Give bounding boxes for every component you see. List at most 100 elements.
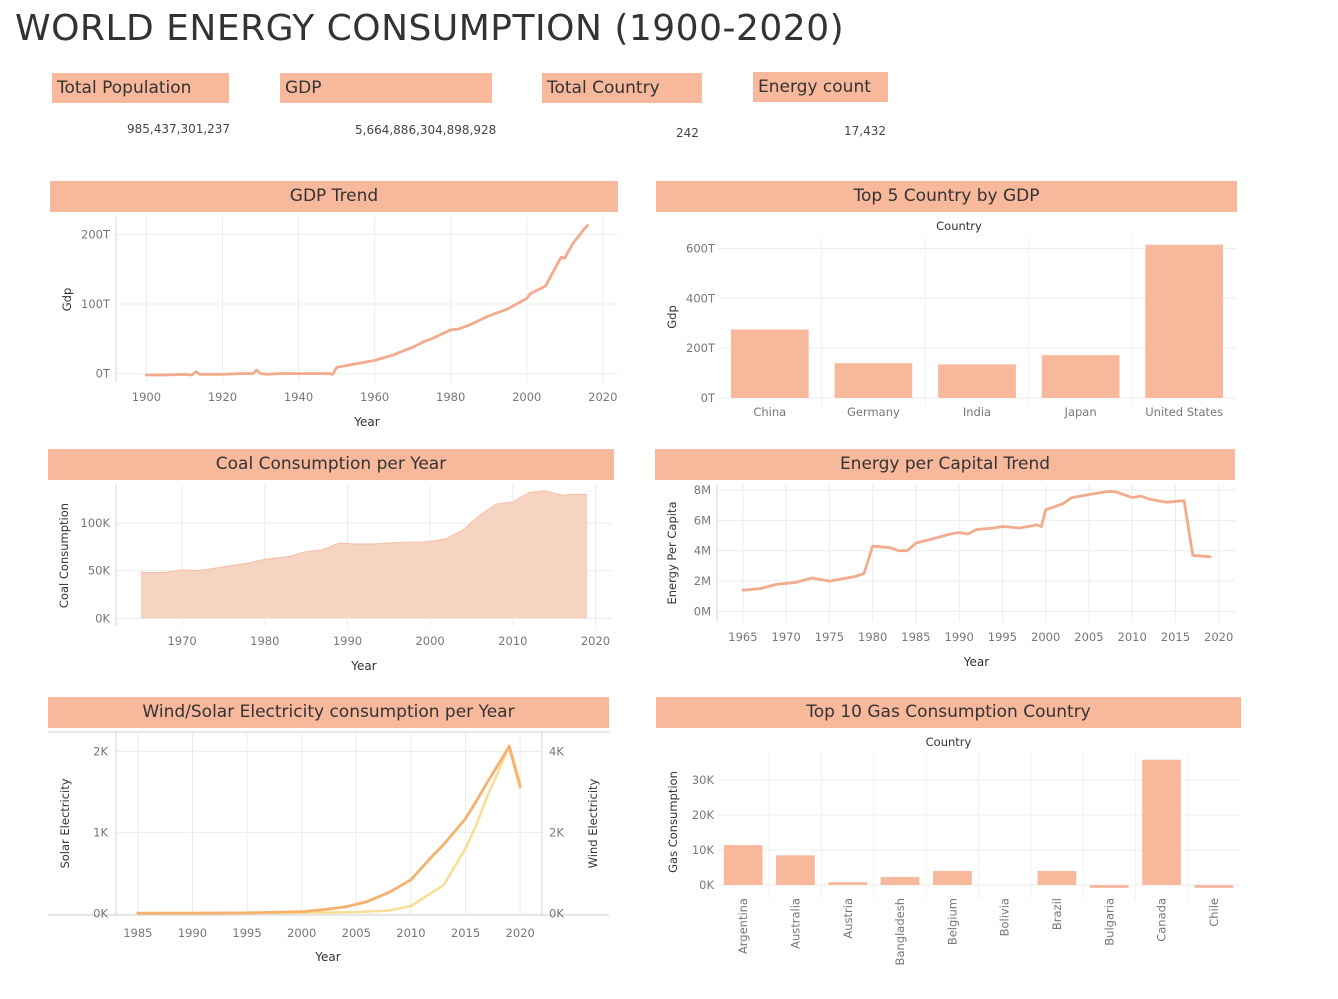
gdp-trend-y-tick-label: 0T [96, 367, 111, 381]
coal-x-tick-label: 1990 [333, 634, 362, 648]
energy-per-capita-y-axis-title: Energy Per Capita [665, 501, 679, 604]
energy-per-capita-x-tick-label: 2010 [1118, 630, 1147, 644]
wind-solar-x-tick-label: 2005 [342, 926, 371, 940]
energy-per-capita-x-tick-label: 1965 [728, 630, 757, 644]
wind-solar-y-tick-label: 0K [93, 906, 108, 920]
top5-gdp-category-label: China [753, 405, 786, 419]
top10-gas-y-tick-label: 20K [692, 808, 715, 822]
coal-y-tick-label: 50K [88, 564, 111, 578]
top5-gdp-bar [834, 363, 913, 398]
energy-per-capita-x-axis-title: Year [963, 655, 989, 669]
wind-solar-y-right-tick-label: 4K [549, 744, 564, 758]
gdp-trend-x-tick-label: 1940 [284, 390, 313, 404]
energy-per-capita-y-tick-label: 8M [694, 483, 711, 497]
wind-solar-y-tick-label: 2K [93, 744, 108, 758]
coal-x-tick-label: 2000 [415, 634, 444, 648]
energy-per-capita-x-tick-label: 2000 [1031, 630, 1060, 644]
top10-gas-y-tick-label: 0K [699, 878, 714, 892]
page-title: WORLD ENERGY CONSUMPTION (1900-2020) [15, 8, 845, 49]
top10-gas-y-axis-title: Gas Consumption [666, 771, 680, 873]
top5-gdp-bar [730, 329, 809, 398]
top10-gas-category-label: Canada [1155, 898, 1169, 942]
energy-per-capita-x-tick-label: 1980 [858, 630, 887, 644]
top5-gdp-y-tick-label: 200T [686, 341, 716, 355]
energy-per-capita-x-tick-label: 1970 [772, 630, 801, 644]
gdp-trend-y-axis-title: Gdp [60, 288, 74, 312]
kpi-energy-count-value: 17,432 [844, 124, 886, 138]
energy-per-capita-x-tick-label: 2015 [1161, 630, 1190, 644]
energy-per-capita-y-tick-label: 0M [694, 604, 711, 618]
top5-gdp-y-tick-label: 600T [686, 241, 716, 255]
energy-per-capita-x-tick-label: 2005 [1074, 630, 1103, 644]
energy-per-capita-header: Energy per Capital Trend [655, 449, 1235, 480]
top10-gas-category-label: Bulgaria [1102, 898, 1116, 946]
gdp-trend-x-tick-label: 1960 [360, 390, 389, 404]
wind-solar-x-tick-label: 1985 [123, 926, 152, 940]
top10-gas-bar [828, 882, 868, 885]
top5-gdp-y-axis-title: Gdp [665, 305, 679, 329]
gdp-trend-x-tick-label: 1920 [208, 390, 237, 404]
energy-per-capita-y-tick-label: 6M [694, 513, 711, 527]
top10-gas-category-label: Brazil [1050, 898, 1064, 930]
coal-x-tick-label: 1980 [250, 634, 279, 648]
energy-per-capita-y-tick-label: 4M [694, 544, 711, 558]
wind-solar-y-axis-title: Solar Electricity [58, 778, 72, 868]
gdp-trend-x-axis-title: Year [353, 415, 379, 429]
top10-gas-bar [723, 845, 763, 885]
top10-gas-category-label: Bangladesh [893, 898, 907, 965]
top10-gas-category-label: Austria [841, 898, 855, 939]
top5-gdp-category-label: India [963, 405, 991, 419]
kpi-gdp-label: GDP [280, 73, 492, 103]
coal-y-axis-title: Coal Consumption [57, 503, 71, 608]
wind-solar-y-right-tick-label: 0K [549, 906, 564, 920]
wind-solar-x-tick-label: 2010 [396, 926, 425, 940]
energy-per-capita-x-tick-label: 1975 [815, 630, 844, 644]
wind-solar-y-tick-label: 1K [93, 825, 108, 839]
top10-gas-category-label: Belgium [945, 898, 959, 945]
top5-gdp-category-label: Japan [1064, 405, 1097, 419]
gdp-trend-x-tick-label: 1980 [436, 390, 465, 404]
coal-x-tick-label: 1970 [167, 634, 196, 648]
energy-per-capita-x-tick-label: 2020 [1204, 630, 1233, 644]
top10-gas-bar [1142, 759, 1181, 885]
top5-gdp-bar [1145, 244, 1224, 398]
kpi-gdp-value: 5,664,886,304,898,928 [355, 123, 497, 137]
wind-solar-y-right-axis-title: Wind Electricity [586, 778, 600, 868]
top10-gas-category-label: Chile [1207, 898, 1221, 927]
coal-area [140, 490, 588, 619]
gdp-trend-y-tick-label: 200T [81, 227, 111, 241]
top10-gas-bar [1194, 885, 1234, 888]
top10-gas-category-label: Bolivia [998, 898, 1012, 936]
top10-gas-category-label: Argentina [736, 898, 750, 954]
top10-gas-y-tick-label: 30K [692, 773, 715, 787]
top5-gdp-category-label: United States [1145, 405, 1223, 419]
energy-per-capita-x-tick-label: 1990 [945, 630, 974, 644]
kpi-total-population-value: 985,437,301,237 [127, 122, 231, 136]
top10-gas-bar [1089, 885, 1129, 888]
energy-per-capita-y-tick-label: 2M [694, 574, 711, 588]
wind-solar-x-axis-title: Year [314, 950, 340, 964]
solar-electricity-line [136, 745, 522, 915]
top10-gas-header: Top 10 Gas Consumption Country [656, 697, 1241, 728]
wind-solar-x-tick-label: 2015 [451, 926, 480, 940]
coal-x-tick-label: 2020 [581, 634, 610, 648]
wind-solar-x-tick-label: 1990 [178, 926, 207, 940]
energy-per-capita-x-tick-label: 1985 [901, 630, 930, 644]
top5-gdp-y-tick-label: 0T [701, 391, 716, 405]
top5-gdp-bar [1041, 355, 1120, 398]
top10-gas-bar [932, 871, 972, 885]
kpi-energy-count-label: Energy count [753, 72, 888, 102]
top5-gdp-y-tick-label: 400T [686, 291, 716, 305]
top5-gdp-bar [938, 364, 1016, 398]
top10-gas-x-axis-title: Country [926, 735, 972, 749]
coal-area-edge [140, 490, 588, 574]
gdp-trend-x-tick-label: 2000 [512, 390, 541, 404]
coal-y-tick-label: 100K [81, 516, 111, 530]
top5-gdp-x-axis-title: Country [936, 219, 982, 233]
top5-gdp-header: Top 5 Country by GDP [656, 181, 1237, 212]
gdp-trend-x-tick-label: 2020 [588, 390, 617, 404]
coal-x-axis-title: Year [350, 659, 376, 673]
